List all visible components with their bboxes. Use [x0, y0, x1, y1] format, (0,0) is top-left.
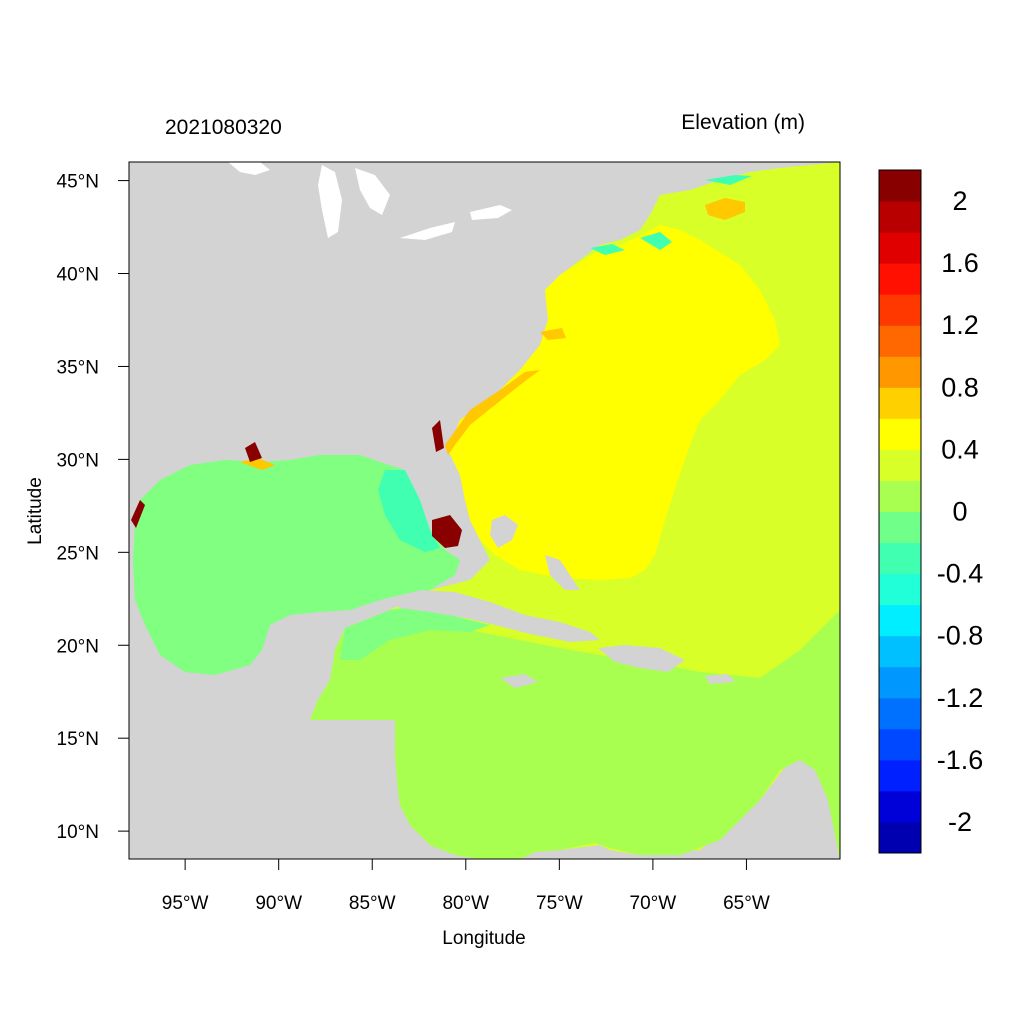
louisiana-surge [240, 458, 275, 470]
colorbar-label: -0.8 [937, 621, 984, 651]
colorbar-swatch [879, 542, 921, 575]
colorbar-swatch [879, 387, 921, 419]
texas-surge-peak [131, 500, 145, 528]
colorbar-swatch [879, 666, 921, 699]
variable-title: Elevation (m) [681, 111, 805, 134]
outer-banks-surge [540, 328, 566, 340]
colorbar-swatch [879, 232, 921, 264]
x-tick-label: 65°W [723, 893, 770, 914]
northeast-shelf [590, 244, 625, 255]
lake-erie [400, 222, 455, 240]
y-tick-label: 30°N [57, 450, 99, 471]
colorbar-swatch [879, 356, 921, 388]
colorbar-swatch [879, 263, 921, 295]
colorbar-label: 0 [952, 497, 967, 527]
bahamas-islands [490, 515, 518, 548]
colorbar-swatch [879, 449, 921, 481]
colorbar: 2 1.6 1.2 0.8 0.4 0 -0.4 -0.8 -1.2 -1.6 -2 [878, 169, 984, 854]
y-tick-label: 15°N [57, 729, 99, 750]
colorbar-swatch [879, 604, 921, 637]
colorbar-label: -1.6 [937, 745, 984, 775]
cuba-island [385, 590, 600, 642]
y-tick-label: 10°N [57, 822, 99, 843]
west-florida-shelf [378, 470, 440, 552]
lake-michigan [318, 165, 342, 238]
colorbar-label: -0.4 [937, 559, 984, 589]
colorbar-swatch [879, 697, 921, 730]
y-tick-label: 25°N [57, 543, 99, 564]
puerto-rico-island [705, 674, 735, 684]
colorbar-swatch [879, 511, 921, 544]
timestamp-label: 2021080320 [165, 116, 282, 139]
louisiana-surge-peak [245, 442, 262, 462]
x-tick-label: 95°W [162, 893, 209, 914]
colorbar-swatch [879, 170, 921, 202]
colorbar-label: -2 [948, 807, 972, 837]
colorbar-label: 1.6 [941, 248, 979, 278]
x-tick-label: 75°W [536, 893, 583, 914]
lake-huron [355, 168, 390, 215]
colorbar-swatch [879, 294, 921, 326]
colorbar-frame [878, 169, 922, 854]
caribbean-region [310, 610, 840, 859]
colorbar-swatch [879, 728, 921, 761]
colorbar-swatch [879, 821, 921, 854]
colorbar-label: 1.2 [941, 310, 979, 340]
cape-cod-shelf [640, 232, 672, 250]
colorbar-label: -1.2 [937, 683, 984, 713]
colorbar-swatch [879, 635, 921, 668]
jamaica-island [500, 674, 538, 688]
y-axis: 45°N 40°N 35°N 30°N 25°N 20°N 15°N 10°N [57, 172, 129, 843]
gulf-of-maine-surge [705, 198, 745, 220]
colorbar-swatch [879, 480, 921, 512]
colorbar-swatch [879, 573, 921, 606]
carolina-surge-peak [432, 420, 444, 452]
y-tick-label: 45°N [57, 172, 99, 193]
x-axis: 95°W 90°W 85°W 80°W 75°W 70°W 65°W [162, 859, 770, 914]
map-panel [129, 162, 840, 859]
colorbar-label: 0.4 [941, 434, 979, 464]
gulf-of-mexico-region [133, 455, 460, 675]
florida-surge-peak [432, 515, 462, 548]
maine-shelf [705, 175, 752, 185]
colorbar-swatch [879, 790, 921, 823]
atlantic-core-region [448, 225, 780, 580]
x-tick-label: 80°W [442, 893, 489, 914]
yucatan-channel [340, 605, 490, 660]
colorbar-label: 0.8 [941, 372, 979, 402]
x-tick-label: 90°W [255, 893, 302, 914]
lake-ontario [470, 205, 512, 220]
colorbar-swatch [879, 418, 921, 450]
x-tick-label: 70°W [630, 893, 677, 914]
map-frame [128, 161, 841, 860]
colorbar-swatch [879, 201, 921, 233]
y-tick-label: 40°N [57, 265, 99, 286]
colorbar-swatch [879, 759, 921, 792]
hispaniola-island [598, 645, 685, 672]
x-tick-label: 85°W [349, 893, 396, 914]
colorbar-label: 2 [952, 186, 967, 216]
y-axis-title: Latitude [25, 477, 46, 545]
colorbar-swatch [879, 325, 921, 357]
x-axis-title: Longitude [442, 928, 525, 949]
lake-superior [228, 162, 270, 175]
y-tick-label: 35°N [57, 357, 99, 378]
bermuda-island [545, 555, 580, 590]
y-tick-label: 20°N [57, 636, 99, 657]
